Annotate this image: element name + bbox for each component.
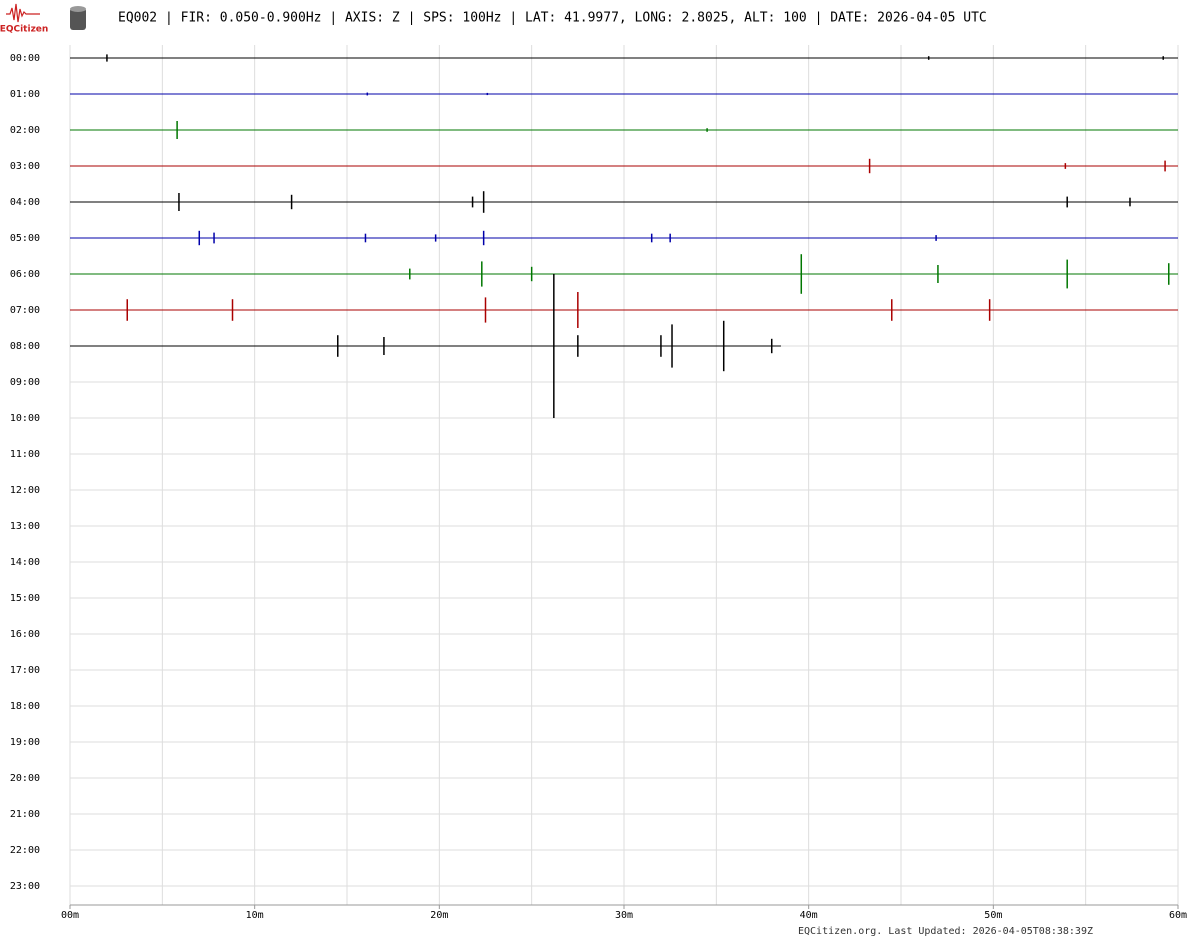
sensor-icon — [70, 8, 86, 30]
y-tick-label: 14:00 — [10, 557, 40, 568]
y-tick-label: 18:00 — [10, 701, 40, 712]
y-tick-label: 16:00 — [10, 629, 40, 640]
y-tick-label: 19:00 — [10, 737, 40, 748]
x-tick-label: 50m — [984, 910, 1002, 921]
y-tick-label: 03:00 — [10, 161, 40, 172]
y-tick-label: 04:00 — [10, 197, 40, 208]
y-tick-label: 07:00 — [10, 305, 40, 316]
y-tick-label: 11:00 — [10, 449, 40, 460]
y-tick-label: 20:00 — [10, 773, 40, 784]
y-tick-label: 21:00 — [10, 809, 40, 820]
y-tick-label: 23:00 — [10, 881, 40, 892]
x-tick-label: 30m — [615, 910, 633, 921]
x-tick-label: 00m — [61, 910, 79, 921]
y-tick-label: 22:00 — [10, 845, 40, 856]
y-tick-label: 13:00 — [10, 521, 40, 532]
y-tick-label: 08:00 — [10, 341, 40, 352]
y-tick-label: 01:00 — [10, 89, 40, 100]
sensor-icon-top — [70, 6, 86, 12]
x-tick-label: 40m — [800, 910, 818, 921]
y-tick-label: 06:00 — [10, 269, 40, 280]
x-tick-label: 20m — [430, 910, 448, 921]
y-tick-label: 10:00 — [10, 413, 40, 424]
x-tick-label: 60m — [1169, 910, 1187, 921]
y-tick-label: 00:00 — [10, 53, 40, 64]
chart-title: EQ002 | FIR: 0.050-0.900Hz | AXIS: Z | S… — [118, 11, 987, 26]
y-tick-label: 12:00 — [10, 485, 40, 496]
x-tick-label: 10m — [246, 910, 264, 921]
logo: EQCitizen — [0, 3, 86, 35]
y-tick-label: 05:00 — [10, 233, 40, 244]
y-tick-label: 09:00 — [10, 377, 40, 388]
footer: EQCitizen.org. Last Updated: 2026-04-05T… — [798, 926, 1093, 937]
y-tick-label: 17:00 — [10, 665, 40, 676]
logo-icon — [6, 3, 40, 23]
y-tick-label: 15:00 — [10, 593, 40, 604]
logo-text: EQCitizen — [0, 25, 48, 35]
y-tick-label: 02:00 — [10, 125, 40, 136]
